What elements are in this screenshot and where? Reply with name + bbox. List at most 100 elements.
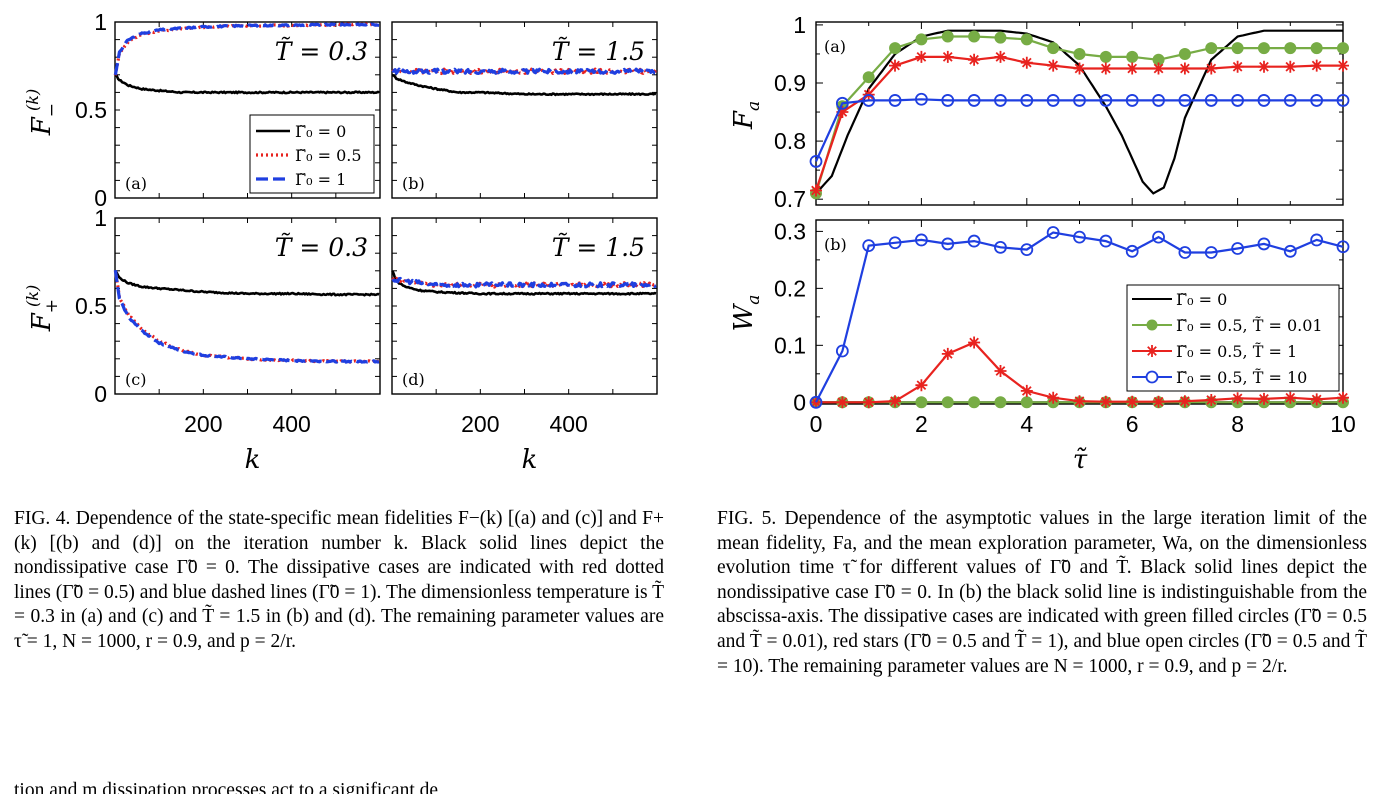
y-axis-label-fa-text: Fa <box>729 101 764 130</box>
marker-open-circle <box>1073 94 1086 107</box>
marker-open-circle <box>835 344 849 358</box>
marker-filled-circle <box>1126 50 1139 63</box>
y-axis-label-wa-text: Wa <box>729 295 764 332</box>
x-tick-label: 200 <box>461 411 499 437</box>
figure-area: (a) T̃ = 0.3 (b) T̃ = 1.5 (c) T̃ = 0.3 (d) T̃ =… <box>23 9 1356 475</box>
series-line-gamma-0 <box>114 270 380 297</box>
marker-open-circle <box>1099 234 1113 248</box>
marker-star <box>994 365 1007 377</box>
marker-open-circle <box>1020 94 1034 107</box>
marker-open-circle <box>1125 94 1139 107</box>
plot-frame <box>114 217 381 395</box>
marker-open-circle <box>1204 246 1218 259</box>
x-tick-label: 4 <box>1020 411 1033 437</box>
series-line-gamma-1 <box>113 269 380 364</box>
marker-star <box>1284 60 1297 73</box>
x-axis-label: k <box>245 445 261 475</box>
marker-filled-circle <box>889 42 902 55</box>
marker-open-circle <box>1283 244 1297 258</box>
marker-open-circle <box>888 94 902 107</box>
marker-star <box>1205 62 1218 75</box>
marker-open-circle <box>1178 94 1192 107</box>
y-tick-label: 0 <box>94 381 107 407</box>
marker-star <box>1258 60 1270 73</box>
figure4-caption-text: FIG. 4. Dependence of the state-specific… <box>14 508 664 652</box>
y-axis-label-fa: Fa <box>729 101 764 130</box>
y-tick-label: 0.9 <box>774 70 806 96</box>
marker-star <box>1205 394 1218 406</box>
marker-star <box>1152 62 1165 75</box>
series-line-3 <box>815 231 1344 403</box>
marker-star <box>1099 62 1112 75</box>
marker-star <box>968 53 981 66</box>
marker-star <box>889 395 901 408</box>
marker-star <box>1337 59 1349 72</box>
marker-star <box>1073 395 1086 408</box>
marker-open-circle <box>1257 237 1271 251</box>
marker-star <box>1178 395 1191 408</box>
marker-open-circle <box>888 236 902 250</box>
marker-open-circle <box>1310 94 1324 107</box>
marker-filled-circle <box>862 71 875 84</box>
marker-filled-circle <box>915 33 928 46</box>
figure5-caption: FIG. 5. Dependence of the asymptotic val… <box>717 507 1367 679</box>
marker-star <box>889 59 901 72</box>
legend-label: Γ̃₀ = 0 <box>295 122 346 141</box>
marker-filled-circle <box>1337 42 1349 55</box>
marker-open-circle <box>915 92 928 106</box>
marker-filled-circle <box>1073 47 1086 60</box>
y-tick-label: 1 <box>94 205 107 231</box>
marker-star <box>836 396 849 409</box>
marker-star <box>1126 62 1139 75</box>
y-tick-label: 0 <box>94 185 107 211</box>
temperature-label: T̃ = 0.3 <box>275 233 368 262</box>
legend-label: Γ̃₀ = 0.5, T̃ = 0.01 <box>1176 316 1323 335</box>
marker-open-circle <box>994 240 1007 254</box>
panel-tag: (a) <box>824 37 846 56</box>
marker-star <box>941 347 954 360</box>
marker-star <box>1231 392 1244 405</box>
marker-filled-circle <box>1047 42 1060 55</box>
marker-star <box>836 106 849 118</box>
marker-open-circle <box>1099 94 1113 107</box>
marker-open-circle <box>994 94 1007 107</box>
legend-label: Γ̃₀ = 0.5, T̃ = 1 <box>1176 342 1297 361</box>
marker-filled-circle <box>1310 42 1323 55</box>
y-axis-label-f-plus: F+(k) <box>23 285 62 332</box>
marker-open-circle <box>1178 246 1192 259</box>
body-text-fragment: tion and m dissipation processes act to … <box>14 780 439 794</box>
marker-filled-circle <box>1284 42 1297 55</box>
marker-open-circle <box>915 233 928 247</box>
legend-marker <box>1146 319 1158 331</box>
panel-tag: (d) <box>402 370 425 389</box>
fig4-panel-b: (b) T̃ = 1.5 <box>391 21 658 199</box>
marker-open-circle <box>1257 94 1271 107</box>
series-line-gamma-1 <box>113 22 380 76</box>
marker-open-circle <box>1231 242 1244 255</box>
panel-tag: (b) <box>824 235 847 254</box>
marker-filled-circle <box>1178 47 1191 60</box>
marker-open-circle <box>1204 94 1218 107</box>
marker-filled-circle <box>994 396 1007 409</box>
marker-open-circle <box>1046 226 1060 239</box>
fig4-panel-a: (a) T̃ = 0.3 <box>113 21 381 199</box>
panel-tag: (a) <box>125 174 147 193</box>
marker-filled-circle <box>1257 42 1270 55</box>
marker-open-circle <box>1336 94 1350 107</box>
marker-open-circle <box>1283 94 1297 107</box>
x-tick-label: 400 <box>272 411 310 437</box>
temperature-label: T̃ = 1.5 <box>552 233 645 262</box>
marker-open-circle <box>835 96 849 110</box>
y-axis-label-f-plus-text: F+(k) <box>23 285 62 332</box>
marker-star <box>968 336 981 349</box>
plot-frame <box>391 217 658 395</box>
marker-filled-circle <box>1205 42 1218 55</box>
x-axis-label: τ̃ <box>1073 445 1088 475</box>
marker-star <box>915 50 928 63</box>
marker-open-circle <box>1231 94 1244 107</box>
marker-filled-circle <box>968 396 981 409</box>
marker-filled-circle <box>1099 50 1112 63</box>
marker-open-circle <box>862 94 876 107</box>
marker-open-circle <box>1020 243 1034 257</box>
marker-star <box>915 379 928 392</box>
